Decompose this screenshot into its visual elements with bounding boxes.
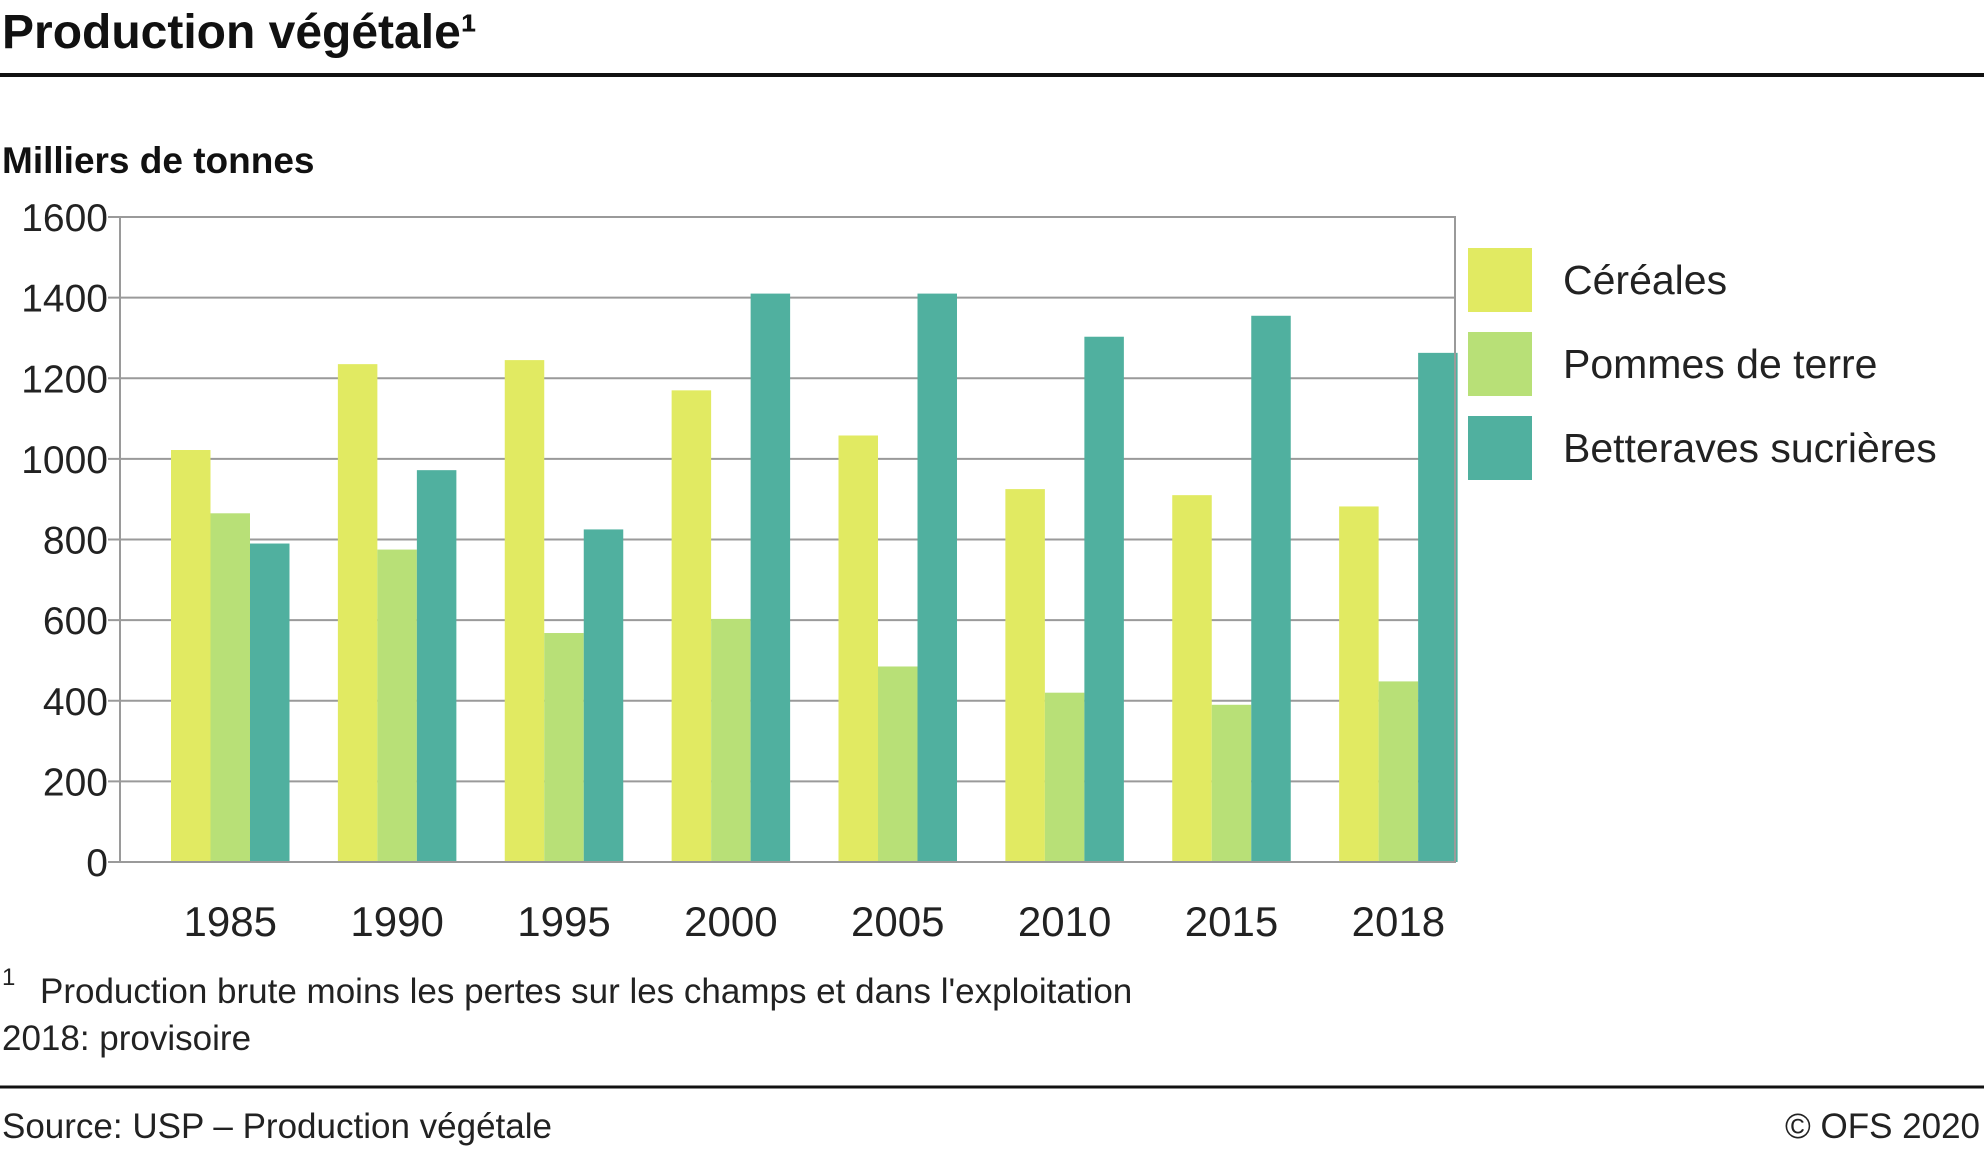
bar-pommes-de-terre-2015 <box>1211 704 1252 862</box>
x-tick-label: 2005 <box>851 898 944 945</box>
y-tick-label: 200 <box>43 761 108 804</box>
bar-pommes-de-terre-1985 <box>210 513 250 862</box>
legend-label: Pommes de terre <box>1563 341 1877 387</box>
y-tick-label: 800 <box>43 520 108 563</box>
y-tick-label: 400 <box>43 681 108 724</box>
legend-swatch <box>1468 416 1532 480</box>
bar-betteraves-sucri-res-2015 <box>1251 315 1291 862</box>
bar-pommes-de-terre-2000 <box>711 618 751 862</box>
legend-swatch <box>1468 248 1532 312</box>
x-tick-label: 2018 <box>1352 898 1445 945</box>
x-tick-label: 1985 <box>184 898 277 945</box>
bar-c-r-ales-2000 <box>671 390 712 862</box>
provisional-note: 2018: provisoire <box>2 1019 251 1058</box>
x-tick-label: 1995 <box>517 898 610 945</box>
bar-betteraves-sucri-res-1985 <box>250 543 290 862</box>
y-tick-label: 600 <box>43 600 108 643</box>
bar-pommes-de-terre-1990 <box>377 549 417 862</box>
x-tick-label: 2000 <box>684 898 777 945</box>
bar-betteraves-sucri-res-2000 <box>750 293 791 862</box>
bar-c-r-ales-1995 <box>504 360 545 862</box>
x-tick-label: 2015 <box>1185 898 1278 945</box>
bar-pommes-de-terre-2010 <box>1044 692 1085 862</box>
legend-label: Betteraves sucrières <box>1563 425 1937 471</box>
y-tick-label: 1200 <box>21 358 108 401</box>
bar-pommes-de-terre-1995 <box>544 633 584 862</box>
y-tick-label: 1400 <box>21 278 108 321</box>
footnote-text: Production brute moins les pertes sur le… <box>40 972 1132 1011</box>
bar-betteraves-sucri-res-2005 <box>917 293 957 862</box>
y-tick-label: 1600 <box>21 197 108 240</box>
bar-c-r-ales-1985 <box>171 450 211 862</box>
bar-betteraves-sucri-res-2018 <box>1418 352 1458 862</box>
bar-pommes-de-terre-2005 <box>878 666 918 862</box>
bar-betteraves-sucri-res-2010 <box>1084 336 1124 862</box>
legend-swatch <box>1468 332 1532 396</box>
bar-c-r-ales-2018 <box>1339 506 1379 862</box>
legend: Céréales Pommes de terre Betteraves sucriè… <box>1468 248 1937 480</box>
chart-title: Production végétale¹ <box>2 6 477 59</box>
y-tick-label: 1000 <box>21 439 108 482</box>
bar-c-r-ales-2005 <box>838 435 878 862</box>
bar-c-r-ales-2010 <box>1005 489 1045 862</box>
bars <box>171 293 1458 862</box>
bar-betteraves-sucri-res-1995 <box>583 529 624 862</box>
legend-label: Céréales <box>1563 257 1727 303</box>
bar-betteraves-sucri-res-1990 <box>416 470 457 862</box>
bar-c-r-ales-1990 <box>337 364 378 862</box>
copyright-text: © OFS 2020 <box>1785 1107 1980 1146</box>
bar-c-r-ales-2015 <box>1172 495 1212 862</box>
source-text: Source: USP – Production végétale <box>2 1107 552 1146</box>
footnote-mark: 1 <box>2 964 15 991</box>
y-tick-label: 0 <box>86 842 108 885</box>
y-axis-ticks: 0 200 400 600 800 1000 1200 1400 1600 <box>21 197 120 885</box>
unit-label: Milliers de tonnes <box>2 140 315 181</box>
bar-pommes-de-terre-2018 <box>1378 681 1419 862</box>
x-tick-label: 1990 <box>350 898 443 945</box>
x-tick-label: 2010 <box>1018 898 1111 945</box>
x-axis-ticks: 1985 1990 1995 2000 2005 2010 2015 2018 <box>184 898 1446 945</box>
